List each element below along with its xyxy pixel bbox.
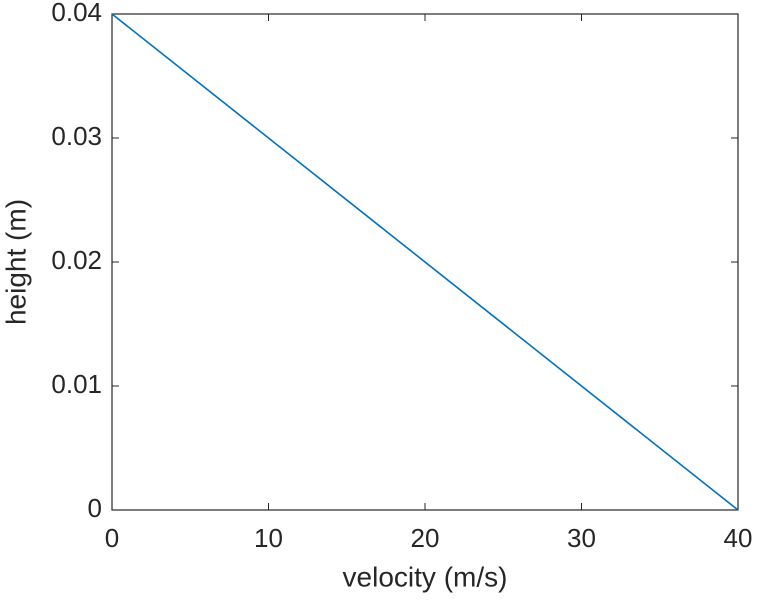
x-tick-label: 0 bbox=[105, 523, 119, 553]
x-axis-label: velocity (m/s) bbox=[343, 561, 508, 592]
y-tick-label: 0.02 bbox=[51, 245, 102, 275]
y-tick-label: 0.04 bbox=[51, 0, 102, 27]
plot-box bbox=[111, 13, 739, 511]
y-tick-label: 0.03 bbox=[51, 121, 102, 151]
y-axis-label: height (m) bbox=[0, 199, 31, 325]
data-line bbox=[111, 13, 739, 511]
x-tick-label: 40 bbox=[724, 523, 753, 553]
x-tick-label: 30 bbox=[567, 523, 596, 553]
x-tick-label: 20 bbox=[411, 523, 440, 553]
x-tick-label: 10 bbox=[254, 523, 283, 553]
y-tick-label: 0.01 bbox=[51, 369, 102, 399]
y-tick-label: 0 bbox=[88, 493, 102, 523]
